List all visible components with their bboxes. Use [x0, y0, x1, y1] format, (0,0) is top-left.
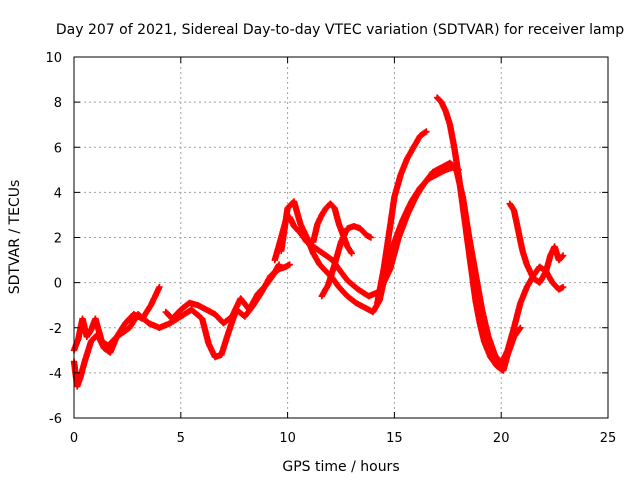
data-point-markers: [70, 261, 293, 390]
series-trace-k: [506, 200, 567, 286]
axis-ticks: 0 5 10 15 20 25 -6 -4 -2 0 2 4 6 8 10: [45, 51, 616, 446]
data-series: [70, 94, 567, 390]
data-point-markers: [506, 200, 567, 286]
x-tick-label: 15: [386, 431, 403, 446]
y-tick-label: 0: [54, 277, 62, 292]
data-point-markers: [162, 261, 283, 327]
y-axis-label: SDTVAR / TECUs: [7, 180, 23, 295]
series-trace-j: [446, 162, 567, 368]
y-tick-label: 8: [54, 96, 62, 111]
series-trace-c: [162, 261, 283, 327]
y-tick-label: -2: [49, 322, 62, 337]
x-tick-label: 20: [493, 431, 510, 446]
data-point-markers: [446, 162, 567, 368]
data-point-markers: [374, 128, 430, 307]
y-tick-label: 4: [54, 186, 62, 201]
chart-title: Day 207 of 2021, Sidereal Day-to-day VTE…: [56, 22, 624, 38]
series-trace-g: [318, 223, 375, 300]
y-tick-label: 10: [45, 51, 62, 66]
y-tick-label: -4: [49, 367, 62, 382]
series-trace-b: [70, 261, 293, 390]
x-tick-label: 5: [177, 431, 185, 446]
x-axis-label: GPS time / hours: [282, 459, 399, 475]
x-tick-label: 0: [70, 431, 78, 446]
y-tick-label: -6: [49, 412, 62, 427]
series-trace-h: [374, 128, 430, 307]
y-tick-label: 6: [54, 141, 62, 156]
x-tick-label: 25: [600, 431, 617, 446]
x-tick-label: 10: [279, 431, 296, 446]
data-point-markers: [318, 223, 375, 300]
y-tick-label: 2: [54, 232, 62, 247]
